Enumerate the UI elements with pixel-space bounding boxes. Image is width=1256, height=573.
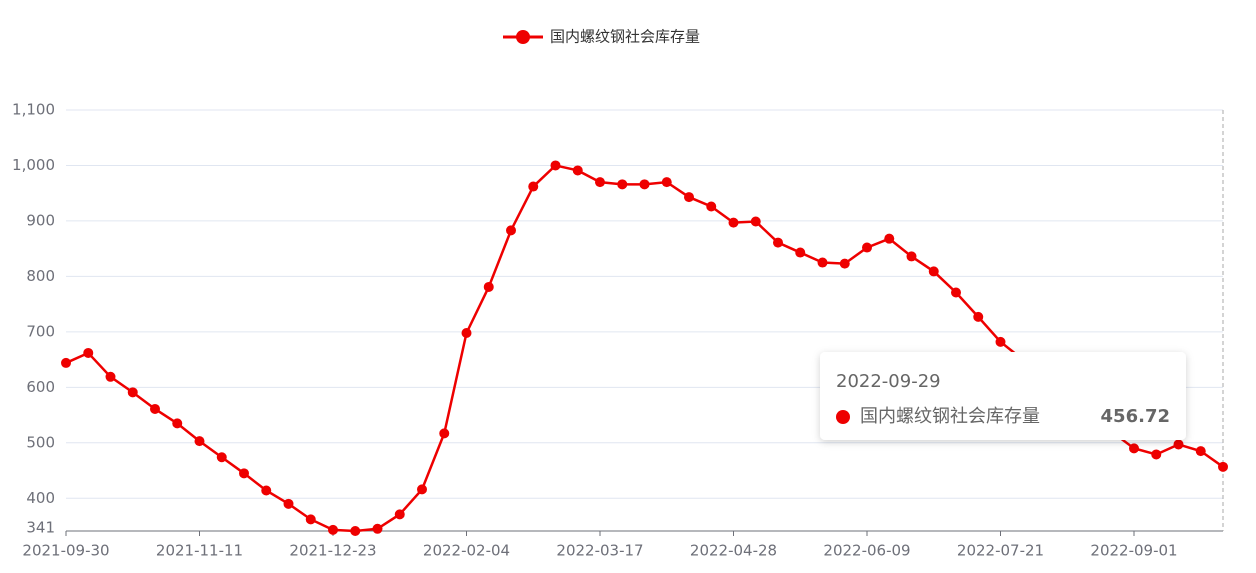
data-point (194, 436, 205, 447)
x-tick-label: 2022-07-21 (957, 542, 1044, 560)
tooltip-box (820, 352, 1186, 440)
data-point (528, 181, 539, 192)
data-point (684, 192, 694, 203)
data-point (372, 523, 383, 534)
y-tick-label: 900 (26, 211, 55, 229)
y-tick-label: 600 (26, 378, 55, 396)
data-point (394, 509, 405, 520)
data-point (572, 165, 583, 176)
y-tick-label: 500 (26, 433, 55, 451)
series-line (65, 164, 1224, 533)
data-point (239, 468, 249, 479)
data-point (172, 418, 183, 429)
data-point (884, 233, 895, 244)
tooltip-series: 国内螺纹钢社会库存量 (860, 406, 1040, 427)
y-tick-label: 341 (26, 519, 55, 537)
y-tick-label: 800 (26, 267, 55, 285)
data-point (83, 347, 94, 358)
x-tick-label: 2022-09-01 (1090, 542, 1177, 560)
data-point (595, 177, 605, 188)
data-point (995, 336, 1006, 347)
y-tick-label: 1,100 (12, 101, 55, 119)
data-point (973, 311, 984, 322)
data-point (728, 217, 739, 228)
data-point (127, 387, 138, 398)
data-point (1151, 449, 1162, 460)
data-point (61, 357, 71, 368)
y-tick-label: 400 (26, 489, 55, 507)
data-point (795, 247, 806, 258)
data-point (1218, 461, 1228, 472)
data-point (839, 258, 850, 269)
data-point (1129, 443, 1139, 454)
legend-marker (516, 30, 530, 44)
legend-label: 国内螺纹钢社会库存量 (550, 28, 700, 46)
data-point (906, 251, 917, 262)
data-point (639, 179, 650, 190)
data-point (283, 498, 294, 509)
data-point (216, 452, 227, 463)
data-point (105, 371, 116, 382)
data-point (550, 160, 561, 171)
y-tick-label: 1,000 (12, 156, 55, 174)
data-point (328, 524, 338, 535)
data-point (706, 201, 717, 212)
data-point (773, 237, 783, 248)
x-tick-label: 2021-11-11 (156, 542, 243, 560)
data-point (461, 327, 472, 338)
legend[interactable]: 国内螺纹钢社会库存量 (503, 28, 700, 46)
data-point (417, 484, 427, 495)
data-point (928, 266, 939, 277)
y-tick-label: 700 (26, 322, 55, 340)
x-tick-label: 2022-03-17 (556, 542, 643, 560)
data-point (951, 287, 961, 298)
data-point (150, 403, 160, 414)
data-point (862, 242, 872, 253)
data-point (1195, 446, 1206, 457)
data-point (350, 526, 361, 536)
tooltip-marker (836, 410, 850, 424)
data-point (617, 179, 628, 190)
data-point (750, 216, 761, 227)
data-point (506, 225, 516, 236)
data-point (817, 257, 828, 268)
data-point (439, 428, 450, 439)
tooltip: 2022-09-29 国内螺纹钢社会库存量 456.72 (820, 352, 1186, 440)
data-point (483, 281, 494, 292)
data-point (661, 177, 672, 188)
x-tick-label: 2022-02-04 (423, 542, 510, 560)
data-point (305, 514, 316, 525)
x-tick-label: 2021-09-30 (22, 542, 109, 560)
x-tick-label: 2022-04-28 (690, 542, 777, 560)
x-tick-label: 2021-12-23 (289, 542, 376, 560)
data-point (1173, 439, 1184, 450)
data-point (261, 485, 272, 496)
x-tick-label: 2022-06-09 (823, 542, 910, 560)
tooltip-date: 2022-09-29 (836, 371, 941, 392)
tooltip-value: 456.72 (1101, 406, 1170, 427)
